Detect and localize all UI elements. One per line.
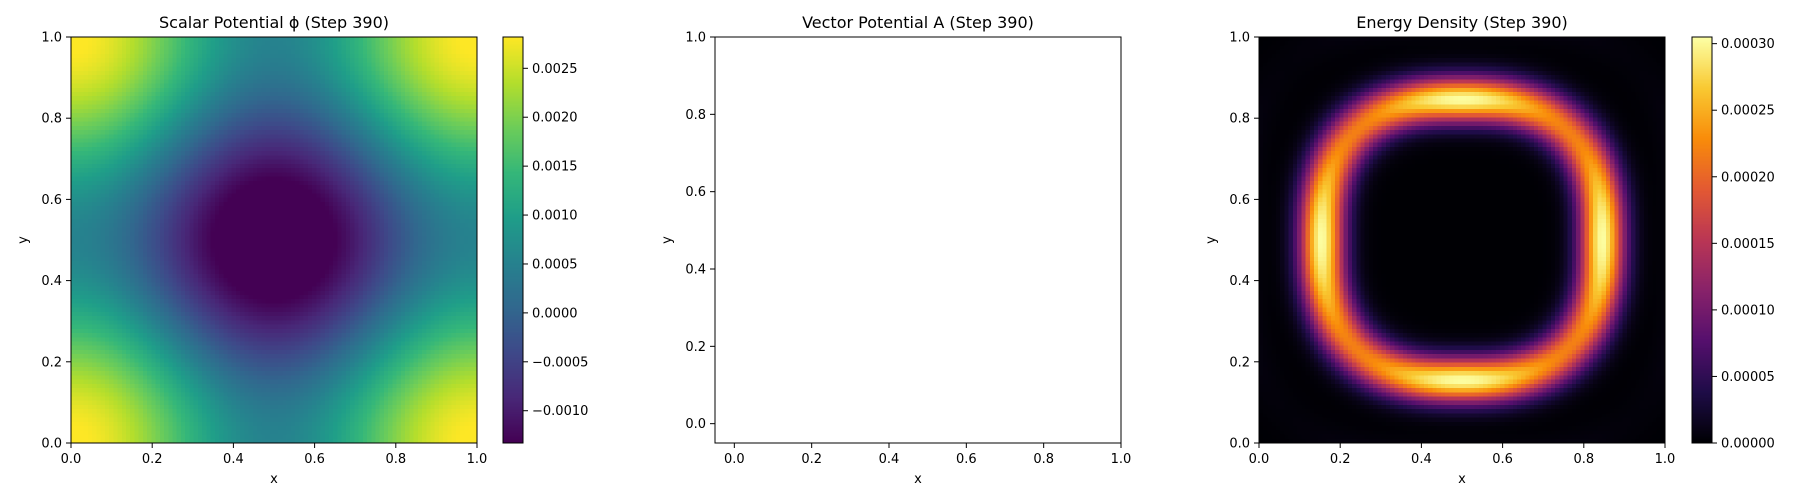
- x-tick-label: 0.8: [385, 452, 406, 467]
- y-tick-label: 0.0: [1229, 437, 1250, 452]
- y-tick-label: 0.4: [1229, 274, 1250, 289]
- colorbar-frame: [1691, 36, 1713, 444]
- x-tick-label: 0.0: [724, 452, 745, 467]
- y-tick-label: 0.0: [41, 437, 62, 452]
- colorbar-frame: [502, 36, 524, 444]
- y-tick-label: 1.0: [685, 31, 706, 46]
- y-axis-label: y: [16, 236, 31, 244]
- y-tick-label: 0.6: [41, 193, 62, 208]
- heatmap-image: [71, 37, 477, 443]
- x-axis-label: x: [1458, 472, 1466, 487]
- colorbar-tick-label: −0.0010: [532, 404, 588, 419]
- x-tick-label: 0.0: [1249, 452, 1270, 467]
- colorbar-tick-label: 0.0005: [532, 257, 578, 272]
- colorbar-tick-label: 0.00025: [1721, 104, 1775, 119]
- x-tick-label: 0.6: [956, 452, 977, 467]
- y-tick-label: 0.0: [685, 417, 706, 432]
- x-tick-label: 0.4: [223, 452, 244, 467]
- x-tick-label: 0.8: [1033, 452, 1054, 467]
- colorbar-tick-label: 0.00020: [1721, 170, 1775, 185]
- colorbar-tick-label: 0.0010: [532, 209, 578, 224]
- y-tick-label: 0.4: [41, 274, 62, 289]
- x-tick-label: 1.0: [1655, 452, 1676, 467]
- colorbar-tick-label: 0.0020: [532, 111, 578, 126]
- y-axis-label: y: [660, 236, 675, 244]
- colorbar-tick-label: 0.00015: [1721, 237, 1775, 252]
- x-tick-label: 0.4: [879, 452, 900, 467]
- colorbar-gradient: [1692, 37, 1712, 443]
- heatmap-image: [1259, 37, 1665, 443]
- colorbar-tick-label: 0.0015: [532, 160, 578, 175]
- x-tick-label: 0.2: [801, 452, 822, 467]
- colorbar-tick-label: 0.00030: [1721, 37, 1775, 52]
- y-tick-label: 0.6: [1229, 193, 1250, 208]
- chart-title: Scalar Potential ϕ (Step 390): [159, 13, 389, 32]
- y-tick-label: 0.4: [685, 263, 706, 278]
- y-tick-label: 0.2: [1229, 355, 1250, 370]
- colorbar-tick-label: 0.0000: [532, 306, 578, 321]
- y-tick-label: 0.6: [685, 185, 706, 200]
- colorbar-tick-label: 0.00005: [1721, 370, 1775, 385]
- x-axis-label: x: [270, 472, 278, 487]
- axes-frame: [1258, 36, 1666, 444]
- vector-potential-panel: 0.0 0.2 0.4 0.6 0.8 1.0 0.0 0.2 0.4 0.6 0.8 1.0 Vect…: [660, 13, 1131, 487]
- x-tick-label: 0.8: [1573, 452, 1594, 467]
- x-tick-label: 1.0: [467, 452, 488, 467]
- y-tick-label: 0.2: [685, 340, 706, 355]
- axes-frame: [714, 36, 1122, 444]
- x-tick-label: 0.2: [142, 452, 163, 467]
- x-tick-label: 0.6: [304, 452, 325, 467]
- y-axis-label: y: [1204, 236, 1219, 244]
- scalar-potential-panel: 0.0 0.2 0.4 0.6 0.8 1.0 0.0 0.2 0.4 0.6 0.8 1.0 Scal…: [16, 13, 588, 487]
- chart-title: Energy Density (Step 390): [1356, 13, 1568, 32]
- colorbar-tick-label: 0.0025: [532, 62, 578, 77]
- x-axis-label: x: [914, 472, 922, 487]
- y-tick-label: 0.8: [685, 108, 706, 123]
- x-tick-label: 0.6: [1492, 452, 1513, 467]
- x-tick-label: 1.0: [1111, 452, 1132, 467]
- y-tick-label: 0.8: [1229, 112, 1250, 127]
- colorbar-gradient: [503, 37, 523, 443]
- energy-density-panel: 0.0 0.2 0.4 0.6 0.8 1.0 0.0 0.2 0.4 0.6 0.8 1.0 Ener…: [1204, 13, 1775, 487]
- chart-title: Vector Potential A (Step 390): [802, 13, 1034, 32]
- y-tick-label: 1.0: [1229, 31, 1250, 46]
- x-tick-label: 0.0: [61, 452, 82, 467]
- y-tick-label: 0.8: [41, 112, 62, 127]
- x-tick-label: 0.2: [1330, 452, 1351, 467]
- colorbar-tick-label: 0.00010: [1721, 303, 1775, 318]
- y-tick-label: 0.2: [41, 355, 62, 370]
- colorbar-tick-label: −0.0005: [532, 355, 588, 370]
- y-tick-label: 1.0: [41, 31, 62, 46]
- colorbar-tick-label: 0.00000: [1721, 437, 1775, 452]
- x-tick-label: 0.4: [1411, 452, 1432, 467]
- axes-frame: [70, 36, 478, 444]
